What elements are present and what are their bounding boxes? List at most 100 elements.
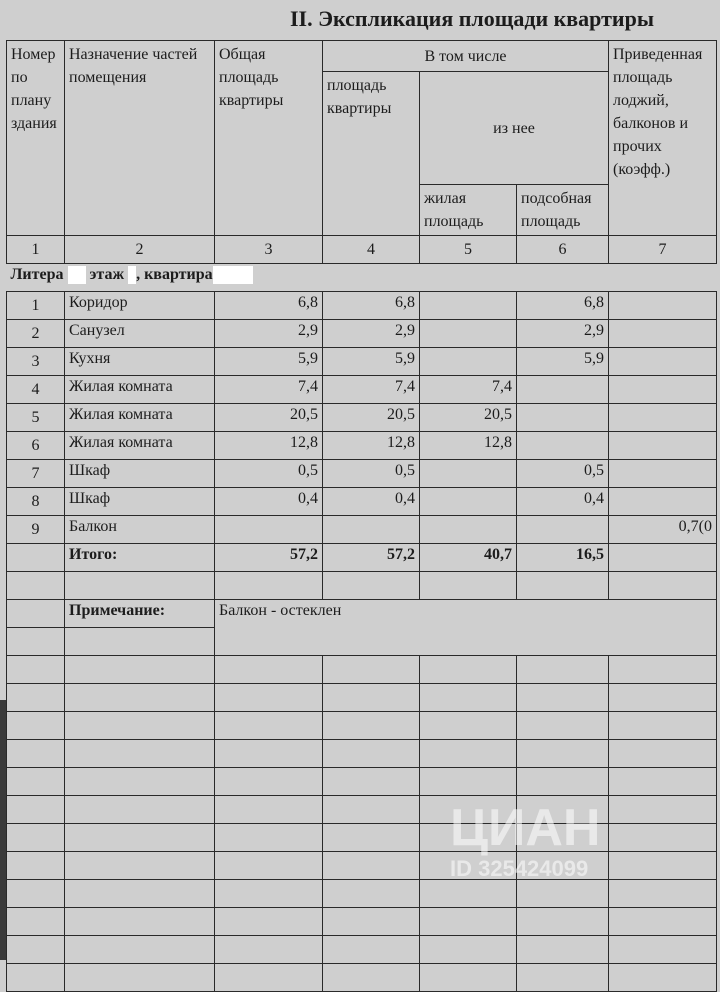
empty-cell [64, 571, 215, 600]
empty-cell [6, 599, 65, 628]
empty-cell [64, 627, 215, 656]
empty-cell [64, 879, 215, 908]
cell-living [419, 487, 517, 516]
empty-cell [64, 683, 215, 712]
redacted-box [67, 266, 86, 285]
cell-living [419, 319, 517, 348]
header-apartment-area: площадь квартиры [322, 71, 420, 236]
empty-cell [64, 739, 215, 768]
cell-name: Кухня [64, 347, 215, 376]
empty-cell [64, 823, 215, 852]
empty-cell [516, 879, 609, 908]
empty-cell [322, 655, 420, 684]
empty-cell [214, 907, 323, 936]
empty-cell [322, 571, 420, 600]
empty-cell [64, 851, 215, 880]
table-row: Итого: 57,2 57,2 40,7 16,5 [6, 543, 717, 572]
empty-cell [214, 823, 323, 852]
empty-cell [419, 851, 517, 880]
empty-cell [608, 571, 717, 600]
cell-reduced [608, 487, 717, 516]
empty-cell [214, 851, 323, 880]
empty-cell [214, 935, 323, 964]
header-living-area: жилая площадь [419, 184, 517, 236]
total-apartment: 57,2 [322, 543, 420, 572]
empty-cell [516, 935, 609, 964]
empty-cell [214, 767, 323, 796]
empty-cell [419, 683, 517, 712]
empty-cell [6, 963, 65, 992]
empty-cell [6, 543, 65, 572]
empty-cell [6, 655, 65, 684]
cell-total: 0,5 [214, 459, 323, 488]
cell-total: 7,4 [214, 375, 323, 404]
empty-cell [214, 711, 323, 740]
cell-name: Шкаф [64, 459, 215, 488]
empty-cell [608, 935, 717, 964]
empty-cell [608, 963, 717, 992]
table-row [6, 935, 717, 964]
empty-cell [516, 767, 609, 796]
empty-cell [6, 823, 65, 852]
table-row [6, 739, 717, 768]
empty-cell [6, 571, 65, 600]
cell-apt [322, 515, 420, 544]
empty-cell [6, 711, 65, 740]
cell-total: 20,5 [214, 403, 323, 432]
redacted-box [212, 266, 253, 285]
empty-cell [214, 795, 323, 824]
table-row [6, 655, 717, 684]
cell-living: 7,4 [419, 375, 517, 404]
cell-total: 12,8 [214, 431, 323, 460]
cell-aux [516, 515, 609, 544]
header-room-number: Номер по плану здания [6, 40, 65, 236]
table-row [6, 767, 717, 796]
cell-apt: 0,5 [322, 459, 420, 488]
empty-cell [322, 711, 420, 740]
table-row [6, 683, 717, 712]
empty-cell [608, 851, 717, 880]
cell-total: 6,8 [214, 291, 323, 320]
table-row: 8 Шкаф 0,4 0,4 0,4 [6, 487, 717, 516]
watermark-id: ID 325424099 [450, 856, 589, 881]
cell-name: Санузел [64, 319, 215, 348]
empty-cell [322, 823, 420, 852]
empty-cell [322, 907, 420, 936]
empty-cell [64, 655, 215, 684]
cell-name: Жилая комната [64, 431, 215, 460]
header-total-area: Общая площадь квартиры [214, 40, 323, 236]
note-label: Примечание: [64, 599, 215, 628]
empty-cell [214, 963, 323, 992]
cell-reduced [608, 459, 717, 488]
empty-cell [6, 739, 65, 768]
header-including: В том числе [322, 40, 609, 72]
empty-cell [64, 795, 215, 824]
empty-cell [6, 767, 65, 796]
cell-reduced [608, 291, 717, 320]
col-number: 3 [214, 235, 323, 264]
empty-cell [322, 739, 420, 768]
document-title: II. Экспликация площади квартиры [290, 6, 655, 31]
empty-cell [64, 767, 215, 796]
total-living: 40,7 [419, 543, 517, 572]
table-row: 9 Балкон 0,7(0 [6, 515, 717, 544]
header-of-which: из нее [419, 71, 609, 185]
empty-cell [516, 963, 609, 992]
note-text: Балкон - остеклен [214, 599, 717, 656]
cell-apt: 7,4 [322, 375, 420, 404]
header-aux-area: подсобная площадь [516, 184, 609, 236]
cell-living: 20,5 [419, 403, 517, 432]
empty-cell [608, 767, 717, 796]
empty-cell [322, 963, 420, 992]
empty-cell [608, 655, 717, 684]
table-row [6, 963, 717, 992]
litera-label: Литера [10, 266, 64, 283]
empty-cell [419, 767, 517, 796]
table-row: 5 Жилая комната 20,5 20,5 20,5 [6, 403, 717, 432]
empty-cell [516, 739, 609, 768]
empty-cell [6, 795, 65, 824]
empty-cell [419, 655, 517, 684]
col-number: 1 [6, 235, 65, 264]
col-number: 6 [516, 235, 609, 264]
apartment-label: , квартира [136, 266, 213, 283]
